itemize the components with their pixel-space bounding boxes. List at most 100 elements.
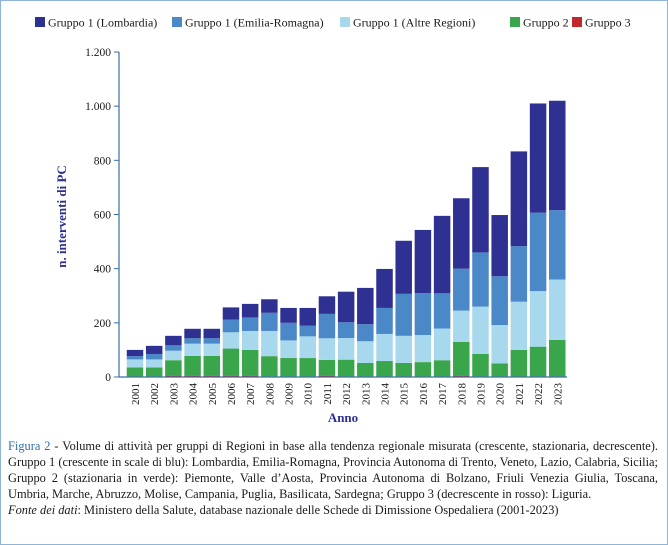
bar-gruppo-1-emilia-romagna-2005 <box>203 338 221 344</box>
legend-swatch-gruppo-1-lombardia <box>35 17 45 27</box>
bar-gruppo-3-2005 <box>203 375 221 377</box>
bar-gruppo-1-emilia-romagna-2012 <box>337 322 355 338</box>
bar-gruppo-1-emilia-romagna-2010 <box>299 325 316 337</box>
bar-gruppo-1-altre-regioni-2015 <box>395 335 412 363</box>
bar-gruppo-2-2023 <box>549 339 566 377</box>
x-tick-label-2017: 2017 <box>437 383 449 406</box>
bar-gruppo-1-emilia-romagna-2002 <box>145 353 163 360</box>
bar-gruppo-1-emilia-romagna-2007 <box>241 317 259 331</box>
legend-label-gruppo-1-lombardia: Gruppo 1 (Lombardia) <box>48 16 157 30</box>
bar-gruppo-3-2011 <box>318 375 336 377</box>
x-tick-label-2014: 2014 <box>380 383 392 406</box>
y-tick-label-200: 200 <box>94 318 112 330</box>
bar-gruppo-2-2013 <box>357 362 374 377</box>
bar-gruppo-1-lombardia-2009 <box>280 307 297 323</box>
bar-gruppo-2-2007 <box>241 349 259 376</box>
bar-gruppo-2-2020 <box>491 363 508 377</box>
x-tick-label-2001: 2001 <box>130 383 142 405</box>
bar-gruppo-1-lombardia-2005 <box>203 328 221 339</box>
x-tick-label-2002: 2002 <box>149 383 161 405</box>
x-tick-label-2009: 2009 <box>284 383 296 406</box>
legend-swatch-gruppo-3 <box>572 17 582 27</box>
bar-gruppo-2-2021 <box>510 349 528 377</box>
bar-gruppo-2-2005 <box>203 355 221 376</box>
bar-gruppo-1-lombardia-2013 <box>357 287 374 325</box>
bar-gruppo-1-emilia-romagna-2015 <box>395 293 412 336</box>
bar-gruppo-2-2006 <box>222 348 240 376</box>
legend-label-gruppo-2: Gruppo 2 <box>523 16 569 30</box>
x-tick-label-2018: 2018 <box>456 383 468 406</box>
bar-gruppo-2-2017 <box>433 360 451 377</box>
bar-gruppo-1-lombardia-2017 <box>433 215 451 294</box>
bar-gruppo-3-2006 <box>222 375 240 377</box>
y-axis-title: n. interventi di PC <box>54 165 69 268</box>
bar-gruppo-1-altre-regioni-2001 <box>126 359 144 368</box>
bar-gruppo-1-altre-regioni-2010 <box>299 336 316 359</box>
figure-caption: Figura 2 - Volume di attività per gruppi… <box>8 439 658 519</box>
bar-gruppo-1-altre-regioni-2013 <box>357 341 374 363</box>
bar-gruppo-2-2004 <box>184 355 201 376</box>
bar-gruppo-2-2002 <box>145 367 163 377</box>
y-tick-label-600: 600 <box>94 210 112 222</box>
bar-gruppo-1-emilia-romagna-2006 <box>222 319 240 333</box>
bar-gruppo-1-lombardia-2015 <box>395 240 412 294</box>
legend-swatch-gruppo-1-emilia-romagna <box>172 17 182 27</box>
x-tick-label-2010: 2010 <box>303 383 315 406</box>
bar-gruppo-2-2010 <box>299 358 316 377</box>
bar-gruppo-1-altre-regioni-2022 <box>529 291 547 347</box>
bar-gruppo-1-altre-regioni-2019 <box>472 306 489 354</box>
bar-gruppo-1-lombardia-2020 <box>491 215 508 277</box>
stacked-bar-chart: Gruppo 1 (Lombardia) Gruppo 1 (Emilia-Rom… <box>35 16 631 425</box>
bar-gruppo-1-altre-regioni-2018 <box>453 310 470 342</box>
x-tick-label-2021: 2021 <box>514 383 526 405</box>
bar-gruppo-1-lombardia-2018 <box>453 198 470 269</box>
bar-gruppo-1-emilia-romagna-2008 <box>261 312 278 331</box>
legend: Gruppo 1 (Lombardia) Gruppo 1 (Emilia-Rom… <box>35 16 631 30</box>
bar-gruppo-1-lombardia-2011 <box>318 296 336 314</box>
y-tick-label-400: 400 <box>94 264 112 276</box>
bar-gruppo-1-lombardia-2008 <box>261 299 278 313</box>
bar-gruppo-1-emilia-romagna-2009 <box>280 322 297 341</box>
x-tick-label-2015: 2015 <box>399 383 411 406</box>
x-axis-title: Anno <box>328 410 358 425</box>
bar-gruppo-1-lombardia-2006 <box>222 307 240 320</box>
x-tick-label-2012: 2012 <box>341 383 353 405</box>
x-tick-label-2005: 2005 <box>207 383 219 406</box>
legend-swatch-gruppo-2 <box>510 17 520 27</box>
bar-gruppo-1-lombardia-2014 <box>376 268 393 308</box>
axes: 0 200 400 600 800 1.000 1.200 2001 2002 2003 2004 2… <box>54 47 567 425</box>
bar-gruppo-1-lombardia-2021 <box>510 151 528 247</box>
bar-gruppo-1-emilia-romagna-2013 <box>357 324 374 342</box>
x-tick-label-2011: 2011 <box>322 383 334 405</box>
bar-gruppo-2-2001 <box>126 367 144 377</box>
bar-gruppo-1-lombardia-2023 <box>549 100 566 211</box>
bar-gruppo-1-emilia-romagna-2003 <box>165 345 182 351</box>
y-tick-label-800: 800 <box>94 155 112 167</box>
y-tick-label-1000: 1.000 <box>85 101 111 113</box>
x-tick-label-2004: 2004 <box>188 383 200 406</box>
bar-gruppo-1-altre-regioni-2023 <box>549 279 566 340</box>
bar-gruppo-1-emilia-romagna-2022 <box>529 212 547 292</box>
bar-gruppo-2-2009 <box>280 358 297 377</box>
bar-gruppo-1-altre-regioni-2006 <box>222 332 240 349</box>
bar-gruppo-2-2011 <box>318 359 336 376</box>
x-tick-label-2008: 2008 <box>264 383 276 406</box>
bar-gruppo-2-2014 <box>376 361 393 377</box>
bar-gruppo-1-emilia-romagna-2017 <box>433 293 451 329</box>
x-tick-label-2007: 2007 <box>245 383 257 406</box>
x-tick-label-2013: 2013 <box>360 383 372 406</box>
bar-gruppo-2-2019 <box>472 353 489 377</box>
bar-gruppo-1-altre-regioni-2002 <box>145 359 163 368</box>
bar-gruppo-1-altre-regioni-2004 <box>184 343 201 356</box>
bar-gruppo-3-2007 <box>241 375 259 377</box>
bar-gruppo-1-lombardia-2022 <box>529 103 547 213</box>
bar-gruppo-2-2015 <box>395 362 412 377</box>
bar-gruppo-1-lombardia-2019 <box>472 167 489 253</box>
figure-label: Figura 2 <box>8 439 51 453</box>
bar-gruppo-1-altre-regioni-2020 <box>491 325 508 364</box>
x-tick-label-2016: 2016 <box>418 383 430 406</box>
x-tick-label-2003: 2003 <box>168 383 180 406</box>
bar-gruppo-1-lombardia-2012 <box>337 291 355 323</box>
bar-gruppo-1-lombardia-2004 <box>184 328 201 339</box>
